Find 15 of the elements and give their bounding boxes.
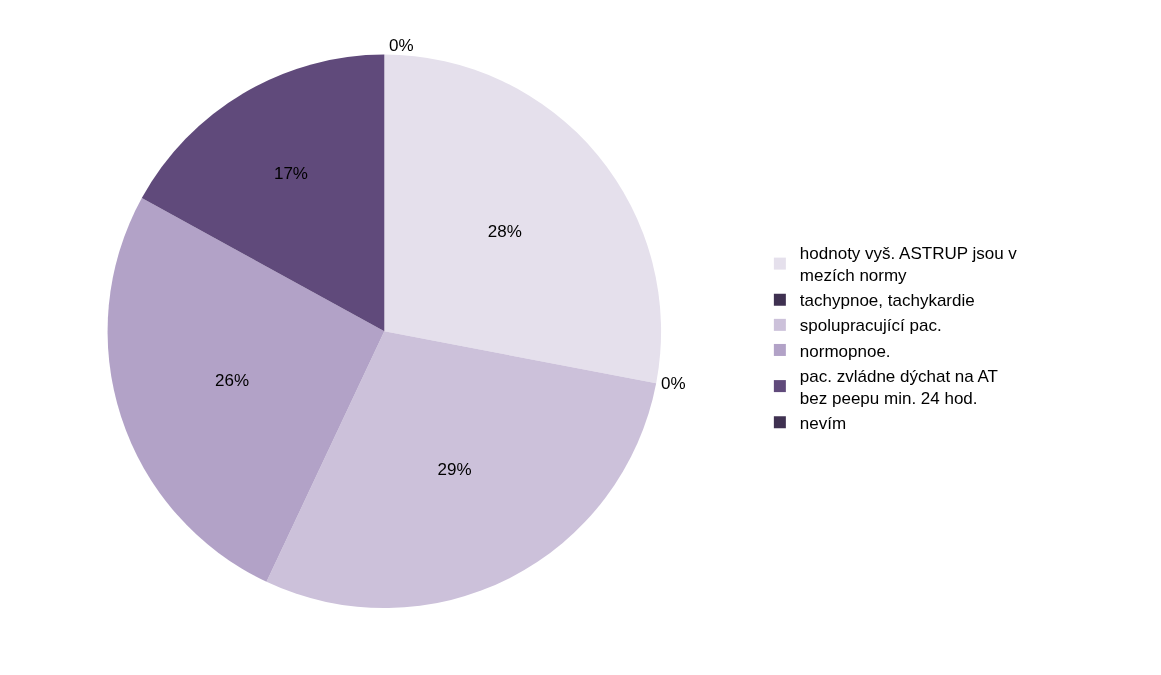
data-label: 26% <box>215 371 250 391</box>
legend-label: spolupracující pac. <box>799 316 942 336</box>
text: 0% <box>660 374 686 394</box>
data-label: 28% <box>487 222 522 242</box>
legend-label: tachypnoe, tachykardie <box>799 291 975 311</box>
legend-label: pac. zvládne dýchat na AT bez peepu min. 24 hod. <box>799 366 998 408</box>
pie-slice <box>384 54 661 384</box>
legend-label: normopnoe. <box>799 341 891 361</box>
data-label: 29% <box>437 459 472 479</box>
pie-slice <box>141 54 385 332</box>
legend-label: nevím <box>799 413 847 433</box>
pie-slice <box>107 198 385 582</box>
data-label: 17% <box>273 163 308 183</box>
text: 0% <box>389 35 414 55</box>
pie-slice <box>266 331 657 608</box>
